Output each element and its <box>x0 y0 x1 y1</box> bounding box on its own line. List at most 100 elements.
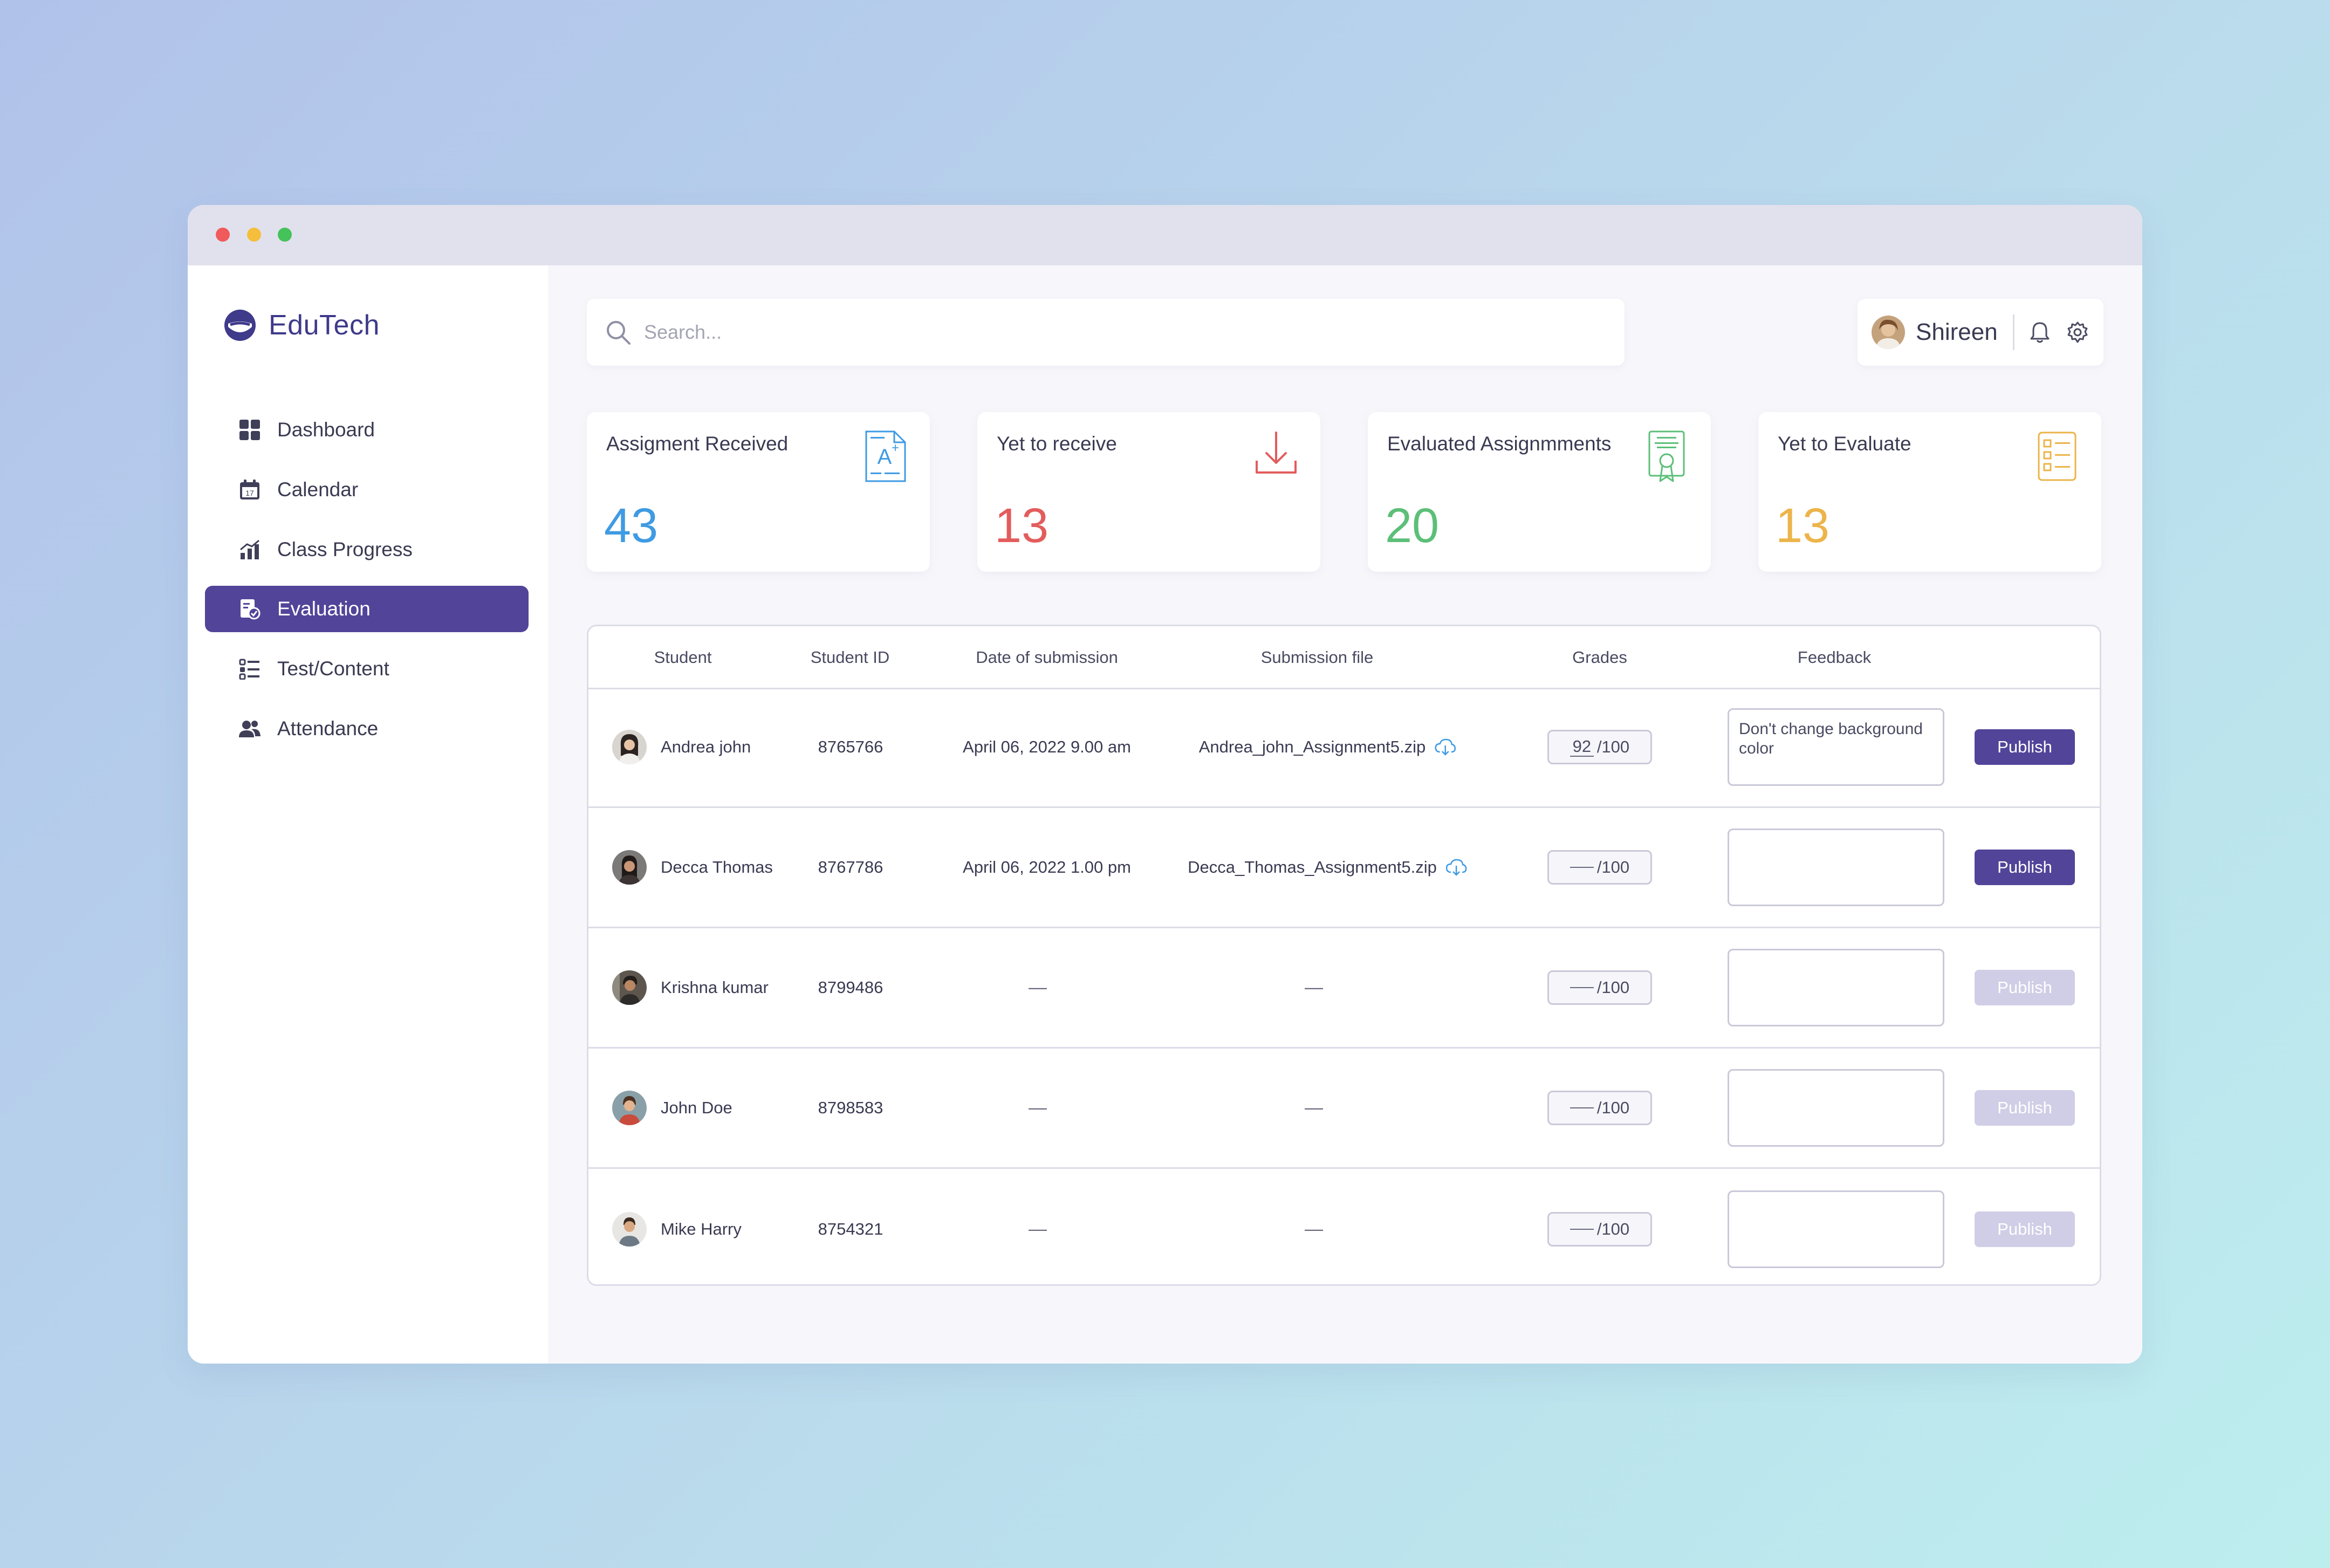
column-header-student-id[interactable]: Student ID <box>810 648 890 667</box>
stat-card-evaluated: Evaluated Assignmments 20 <box>1368 412 1711 572</box>
stat-card-received: Assigment Received 43 A + <box>587 412 930 572</box>
cloud-download-icon[interactable] <box>1445 858 1467 877</box>
stat-value: 20 <box>1385 499 1440 553</box>
grade-max: /100 <box>1596 1098 1630 1117</box>
feedback-field[interactable] <box>1728 1190 1944 1268</box>
student-avatar <box>612 1211 647 1247</box>
sidebar-item-label: Calendar <box>277 478 359 501</box>
submission-date: April 06, 2022 9.00 am <box>963 737 1131 756</box>
stat-card-yet-to-evaluate: Yet to Evaluate 13 <box>1758 412 2101 572</box>
feedback-field[interactable] <box>1728 1069 1944 1147</box>
maximize-window-button[interactable] <box>278 228 292 242</box>
checklist-icon <box>238 658 261 680</box>
student-name[interactable]: Krishna kumar <box>661 978 769 997</box>
logo[interactable]: EduTech <box>223 309 380 342</box>
grade-max: /100 <box>1596 978 1630 997</box>
divider <box>2012 314 2014 350</box>
stat-title: Yet to Evaluate <box>1778 433 1911 455</box>
user-avatar[interactable] <box>1872 316 1905 349</box>
feedback-field[interactable] <box>1728 949 1944 1026</box>
submission-file: — <box>1305 977 1323 998</box>
column-header-grades[interactable]: Grades <box>1572 648 1627 667</box>
student-name[interactable]: John Doe <box>661 1098 732 1117</box>
search-icon <box>607 321 631 345</box>
certificate-icon <box>1648 430 1685 482</box>
sidebar-item-test-content[interactable]: Test/Content <box>205 646 529 692</box>
svg-text:17: 17 <box>245 489 254 497</box>
user-name[interactable]: Shireen <box>1916 319 1998 345</box>
bell-icon[interactable] <box>2027 320 2052 345</box>
users-icon <box>238 717 261 740</box>
gear-icon[interactable] <box>2065 320 2090 345</box>
student-avatar <box>612 1091 647 1125</box>
stat-title: Yet to receive <box>997 433 1117 455</box>
file-name[interactable]: Andrea_john_Assignment5.zip <box>1198 737 1426 756</box>
submission-file: — <box>1305 1097 1323 1118</box>
sidebar-item-label: Class Progress <box>277 538 413 560</box>
evaluation-table: Student Student ID Date of submission Su… <box>587 625 2101 1286</box>
checklist-doc-icon <box>2038 432 2077 481</box>
student-id: 8767786 <box>818 858 883 877</box>
user-menu: Shireen <box>1858 299 2103 366</box>
grade-max: /100 <box>1596 737 1630 756</box>
sidebar-item-class-progress[interactable]: Class Progress <box>205 526 529 573</box>
table-row: Mike Harry 8754321 — — /100 Publish <box>588 1169 2100 1284</box>
search-bar <box>587 299 1625 366</box>
logo-icon <box>224 310 256 341</box>
stat-value: 13 <box>995 499 1049 553</box>
sidebar-item-attendance[interactable]: Attendance <box>205 706 529 752</box>
student-id: 8798583 <box>818 1098 883 1117</box>
submission-date: — <box>1029 1218 1047 1239</box>
table-row: John Doe 8798583 — — /100 Publish <box>588 1049 2100 1169</box>
evaluation-icon <box>238 598 261 620</box>
table-row: Decca Thomas 8767786 April 06, 2022 1.00… <box>588 808 2100 928</box>
submission-date: — <box>1029 977 1047 998</box>
stat-card-yet-to-receive: Yet to receive 13 <box>977 412 1320 572</box>
student-name[interactable]: Andrea john <box>661 737 751 756</box>
publish-button[interactable]: Publish <box>1975 850 2075 885</box>
grade-value[interactable] <box>1570 1107 1594 1108</box>
calendar-icon: 17 <box>238 478 261 501</box>
sidebar-item-calendar[interactable]: 17 Calendar <box>205 467 529 513</box>
column-header-student[interactable]: Student <box>654 648 712 667</box>
grade-input[interactable]: /100 <box>1547 1211 1652 1247</box>
cloud-download-icon[interactable] <box>1434 738 1456 756</box>
sidebar-item-evaluation[interactable]: Evaluation <box>205 586 529 632</box>
grade-input[interactable]: /100 <box>1547 850 1652 885</box>
student-name[interactable]: Decca Thomas <box>661 858 773 877</box>
sidebar: EduTech Dashboard 17 Calendar Class Prog… <box>188 265 550 1364</box>
grid-icon <box>238 419 261 441</box>
minimize-window-button[interactable] <box>247 228 261 242</box>
submission-file[interactable]: Andrea_john_Assignment5.zip <box>1199 737 1456 757</box>
publish-button[interactable]: Publish <box>1975 970 2075 1005</box>
grade-input[interactable]: /100 <box>1547 970 1652 1005</box>
sidebar-item-label: Attendance <box>277 717 379 740</box>
grade-input[interactable]: 92 /100 <box>1547 730 1652 764</box>
student-avatar <box>612 850 647 885</box>
column-header-feedback[interactable]: Feedback <box>1797 648 1872 667</box>
publish-button[interactable]: Publish <box>1975 729 2075 765</box>
feedback-field[interactable]: Don't change background color <box>1728 708 1944 786</box>
submission-file[interactable]: Decca_Thomas_Assignment5.zip <box>1188 858 1467 877</box>
column-header-file[interactable]: Submission file <box>1260 648 1374 667</box>
main-content: Shireen Assigment Received 43 A + Yet <box>548 265 2142 1364</box>
stat-value: 13 <box>1776 499 1830 553</box>
file-name[interactable]: Decca_Thomas_Assignment5.zip <box>1188 858 1437 877</box>
grade-value[interactable] <box>1570 867 1594 868</box>
grade-input[interactable]: /100 <box>1547 1091 1652 1125</box>
student-name[interactable]: Mike Harry <box>661 1219 742 1238</box>
grade-value[interactable] <box>1570 987 1594 988</box>
submission-file: — <box>1305 1218 1323 1239</box>
grade-value[interactable]: 92 <box>1570 737 1594 757</box>
publish-button[interactable]: Publish <box>1975 1211 2075 1247</box>
feedback-field[interactable] <box>1728 828 1944 906</box>
publish-button[interactable]: Publish <box>1975 1090 2075 1126</box>
column-header-date[interactable]: Date of submission <box>976 648 1118 667</box>
sidebar-item-dashboard[interactable]: Dashboard <box>205 407 529 453</box>
submission-date: — <box>1029 1097 1047 1118</box>
search-input[interactable] <box>643 320 1562 344</box>
stat-title: Assigment Received <box>606 433 789 455</box>
close-window-button[interactable] <box>216 228 230 242</box>
grade-value[interactable] <box>1570 1228 1594 1230</box>
table-row: Krishna kumar 8799486 — — /100 Publish <box>588 928 2100 1049</box>
